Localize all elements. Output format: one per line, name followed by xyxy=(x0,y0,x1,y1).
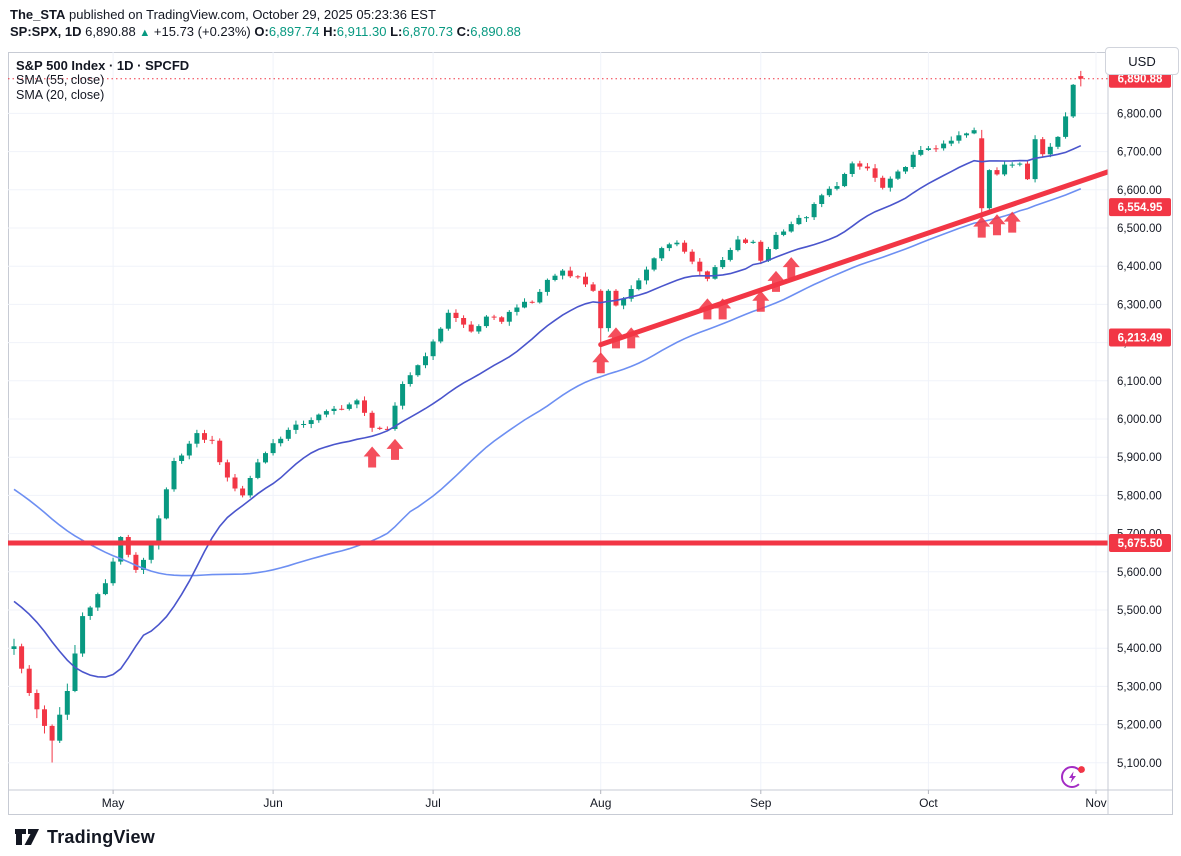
up-arrow-marker[interactable] xyxy=(363,446,381,468)
lightning-bolt-icon xyxy=(1069,771,1076,783)
svg-text:5,900.00: 5,900.00 xyxy=(1117,452,1162,464)
publish-details: published on TradingView.com, October 29… xyxy=(65,7,436,22)
svg-text:5,400.00: 5,400.00 xyxy=(1117,643,1162,655)
price-axis-labels[interactable]: 5,100.00 5,200.00 5,300.00 5,400.00 5,500.00… xyxy=(1117,108,1162,769)
price-change: +15.73 (+0.23%) xyxy=(153,24,251,39)
close-value: 6,890.88 xyxy=(470,24,521,39)
up-arrow-marker[interactable] xyxy=(607,327,625,349)
svg-text:Sep: Sep xyxy=(750,796,772,810)
up-arrow-marker[interactable] xyxy=(973,216,991,238)
svg-text:5,300.00: 5,300.00 xyxy=(1117,681,1162,693)
sma-55-line xyxy=(13,188,1082,577)
close-label: C: xyxy=(456,24,471,39)
up-arrow-marker[interactable] xyxy=(622,327,640,349)
candlestick-series xyxy=(11,70,1084,763)
svg-text:5,200.00: 5,200.00 xyxy=(1117,720,1162,732)
svg-text:6,100.00: 6,100.00 xyxy=(1117,376,1162,388)
high-label: H: xyxy=(323,24,337,39)
low-label: L: xyxy=(390,24,403,39)
up-arrow-marker[interactable] xyxy=(1003,211,1021,233)
trend-line[interactable] xyxy=(598,169,1112,348)
low-value: 6,870.73 xyxy=(402,24,453,39)
svg-text:May: May xyxy=(102,796,125,810)
svg-text:6,300.00: 6,300.00 xyxy=(1117,299,1162,311)
up-arrow-marker[interactable] xyxy=(698,298,716,320)
last-price: 6,890.88 xyxy=(85,24,136,39)
time-axis-labels[interactable]: May Jun Jul Aug Sep Oct Nov xyxy=(102,790,1107,810)
svg-text:5,100.00: 5,100.00 xyxy=(1117,758,1162,770)
up-arrow-marker[interactable] xyxy=(386,438,404,460)
up-arrow-marker[interactable] xyxy=(592,352,610,374)
svg-text:6,800.00: 6,800.00 xyxy=(1117,108,1162,120)
notification-dot xyxy=(1078,766,1085,773)
svg-text:5,600.00: 5,600.00 xyxy=(1117,567,1162,579)
svg-text:6,500.00: 6,500.00 xyxy=(1117,223,1162,235)
svg-text:6,000.00: 6,000.00 xyxy=(1117,414,1162,426)
tradingview-wordmark: TradingView xyxy=(47,826,155,847)
buy-signal-arrows xyxy=(363,211,1021,468)
legend-symbol-title: S&P 500 Index · 1D · SPCFD xyxy=(16,58,190,73)
grid-lines xyxy=(8,52,1108,790)
svg-text:6,600.00: 6,600.00 xyxy=(1117,185,1162,197)
author-name: The_STA xyxy=(10,7,66,22)
svg-text:Jun: Jun xyxy=(263,796,282,810)
symbol-status-line: SP:SPX, 1D 6,890.88 ▲ +15.73 (+0.23%) O:… xyxy=(10,24,521,41)
svg-text:5,675.50: 5,675.50 xyxy=(1118,538,1163,550)
ideas-flash-icon[interactable] xyxy=(1058,762,1088,792)
publish-info-line: The_STA published on TradingView.com, Oc… xyxy=(10,7,436,23)
legend-sma55: SMA (55, close) xyxy=(16,73,105,87)
sma-20-line xyxy=(13,144,1082,678)
svg-text:Oct: Oct xyxy=(919,796,938,810)
svg-text:5,500.00: 5,500.00 xyxy=(1117,605,1162,617)
chart-legend: S&P 500 Index · 1D · SPCFD SMA (55, clos… xyxy=(16,58,189,103)
svg-text:Aug: Aug xyxy=(590,796,611,810)
svg-text:Jul: Jul xyxy=(425,796,440,810)
svg-text:6,700.00: 6,700.00 xyxy=(1117,147,1162,159)
up-arrow-marker[interactable] xyxy=(752,290,770,312)
up-arrow-marker[interactable] xyxy=(714,298,732,320)
svg-text:6,213.49: 6,213.49 xyxy=(1118,333,1163,345)
svg-text:6,400.00: 6,400.00 xyxy=(1117,261,1162,273)
price-chart-canvas[interactable]: 5,100.00 5,200.00 5,300.00 5,400.00 5,500.00… xyxy=(8,52,1173,815)
svg-text:5,800.00: 5,800.00 xyxy=(1117,490,1162,502)
up-arrow-marker[interactable] xyxy=(988,214,1006,236)
up-arrow-marker[interactable] xyxy=(767,270,785,292)
up-arrow-marker[interactable] xyxy=(782,257,800,279)
svg-text:Nov: Nov xyxy=(1085,796,1106,810)
high-value: 6,911.30 xyxy=(336,24,387,39)
price-up-arrow-icon: ▲ xyxy=(139,27,151,39)
svg-text:6,554.95: 6,554.95 xyxy=(1118,202,1163,214)
currency-usd-button[interactable]: USD xyxy=(1105,47,1179,75)
tradingview-footer-link[interactable]: TradingView xyxy=(14,826,155,848)
legend-sma20: SMA (20, close) xyxy=(16,88,105,102)
svg-text:6,890.88: 6,890.88 xyxy=(1118,74,1163,86)
symbol-label: SP:SPX, 1D xyxy=(10,24,82,39)
tradingview-logo-icon xyxy=(15,829,39,845)
open-value: 6,897.74 xyxy=(268,24,320,39)
open-label: O: xyxy=(254,24,269,39)
